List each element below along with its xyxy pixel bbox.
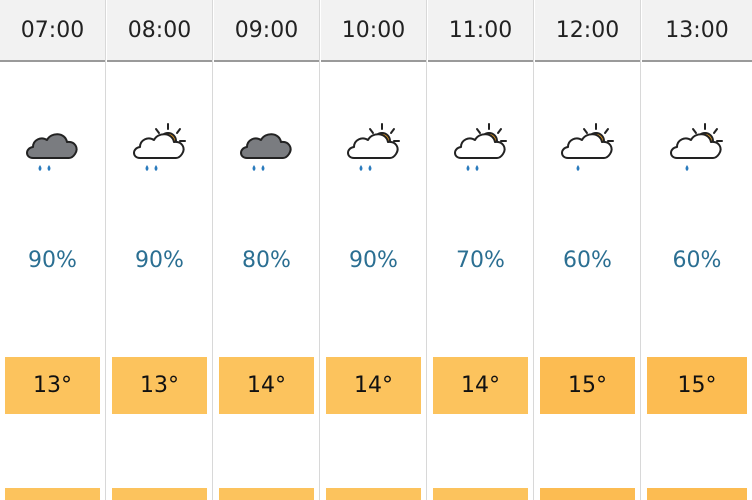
precipitation-chance: 70% bbox=[456, 248, 505, 273]
precipitation-chance: 60% bbox=[563, 248, 612, 273]
temperature: 13° bbox=[112, 357, 207, 414]
temperature: 15° bbox=[647, 357, 747, 414]
sun-cloud-rain-icon bbox=[346, 123, 400, 171]
temperature: 15° bbox=[540, 357, 635, 414]
rain-cloud-icon bbox=[239, 133, 292, 171]
sun-cloud-light-rain-icon bbox=[670, 123, 723, 171]
precipitation-chance: 90% bbox=[135, 248, 184, 273]
precipitation-chance: 90% bbox=[28, 248, 77, 273]
hour-label: 07:00 bbox=[0, 0, 105, 62]
forecast-column: 10:00 90% 14° bbox=[321, 0, 427, 500]
forecast-column: 07:00 90% 13° bbox=[0, 0, 106, 500]
hour-label: 08:00 bbox=[107, 0, 212, 62]
hour-label: 13:00 bbox=[642, 0, 752, 62]
forecast-column: 13:00 60% 15° bbox=[642, 0, 752, 500]
next-row-band bbox=[219, 488, 314, 500]
next-row-band bbox=[326, 488, 421, 500]
next-row-band bbox=[540, 488, 635, 500]
forecast-column: 12:00 60% 15° bbox=[535, 0, 641, 500]
next-row-band bbox=[5, 488, 100, 500]
temperature: 14° bbox=[219, 357, 314, 414]
hour-label: 10:00 bbox=[321, 0, 426, 62]
next-row-band bbox=[433, 488, 528, 500]
next-row-band bbox=[647, 488, 747, 500]
forecast-column: 09:00 80% 14° bbox=[214, 0, 320, 500]
sun-cloud-rain-icon bbox=[453, 123, 507, 171]
sun-cloud-light-rain-icon bbox=[560, 123, 614, 171]
next-row-band bbox=[112, 488, 207, 500]
forecast-column: 08:00 90% 13° bbox=[107, 0, 213, 500]
temperature: 14° bbox=[433, 357, 528, 414]
precipitation-chance: 90% bbox=[349, 248, 398, 273]
hour-label: 09:00 bbox=[214, 0, 319, 62]
temperature: 13° bbox=[5, 357, 100, 414]
hour-label: 11:00 bbox=[428, 0, 533, 62]
hour-label: 12:00 bbox=[535, 0, 640, 62]
precipitation-chance: 60% bbox=[672, 248, 722, 273]
rain-cloud-icon bbox=[25, 133, 78, 171]
temperature: 14° bbox=[326, 357, 421, 414]
sun-cloud-rain-icon bbox=[132, 123, 186, 171]
precipitation-chance: 80% bbox=[242, 248, 291, 273]
forecast-column: 11:00 70% 14° bbox=[428, 0, 534, 500]
